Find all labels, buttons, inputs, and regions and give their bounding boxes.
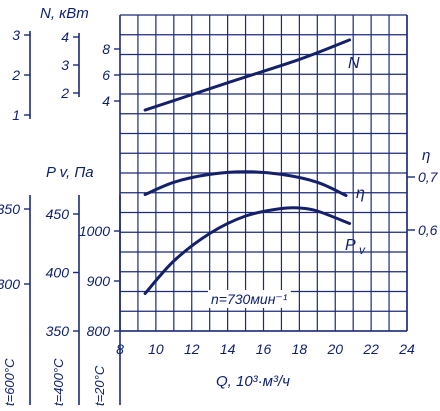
pressure-tick-label: 350 [0,201,20,217]
x-tick-label: 22 [362,341,379,357]
x-tick-label: 16 [256,341,272,357]
pressure-tick-label: 1000 [79,223,110,239]
power-tick-label: 3 [61,57,69,73]
power-axis-title: N, кВт [40,5,89,22]
series-label-pressure: P [345,237,356,254]
chart-grid [119,14,408,332]
temperature-label: t=400°C [51,358,66,406]
curve-pressure [143,206,352,295]
pressure-tick-label: 900 [87,273,111,289]
temperature-label: t=600°C [2,358,17,406]
pressure-tick-label: 300 [0,276,20,292]
x-tick-label: 8 [116,341,124,357]
efficiency-tick-label: 0,7 [418,169,439,185]
x-tick-label: 10 [148,341,164,357]
power-tick-label: 1 [12,107,20,123]
series-label-efficiency: η [356,185,365,202]
x-tick-label: 14 [220,341,236,357]
efficiency-axis-title: η [422,147,430,164]
power-tick-label: 2 [11,67,20,83]
efficiency-tick-label: 0,6 [418,222,438,238]
power-tick-label: 6 [102,67,110,83]
power-tick-label: 3 [12,27,20,43]
speed-annotation: n=730мин⁻¹ [211,291,288,307]
pressure-tick-label: 450 [46,206,70,222]
series-label-pressure-sub: v [359,243,366,257]
x-tick-label: 24 [398,341,415,357]
pressure-tick-label: 800 [87,323,111,339]
x-tick-label: 20 [326,341,343,357]
left-axes: 1 2 3 2 3 4 4 6 8 300 350 t=600°C 350 400 450 t=400°C 80… [0,27,121,406]
curve-power [143,38,352,112]
power-tick-label: 4 [102,93,110,109]
x-axis-label: Q, 10³·м³/ч [216,373,290,390]
pressure-tick-label: 350 [46,323,70,339]
temperature-label: t=20°C [92,365,107,406]
chart-curves: Nη P v [143,38,366,295]
x-tick-label: 12 [184,341,200,357]
power-tick-label: 4 [61,29,69,45]
series-label-power: N [348,55,360,72]
power-tick-label: 2 [60,85,69,101]
x-tick-label: 18 [292,341,308,357]
pressure-tick-label: 400 [46,265,70,281]
power-tick-label: 8 [102,41,110,57]
pressure-axis-title: P v, Па [46,164,94,181]
annotation-background [208,290,291,308]
chart-labels: 8 10 12 14 16 18 20 22 24 0,6 0,7 [116,169,439,357]
curve-efficiency [143,170,348,197]
